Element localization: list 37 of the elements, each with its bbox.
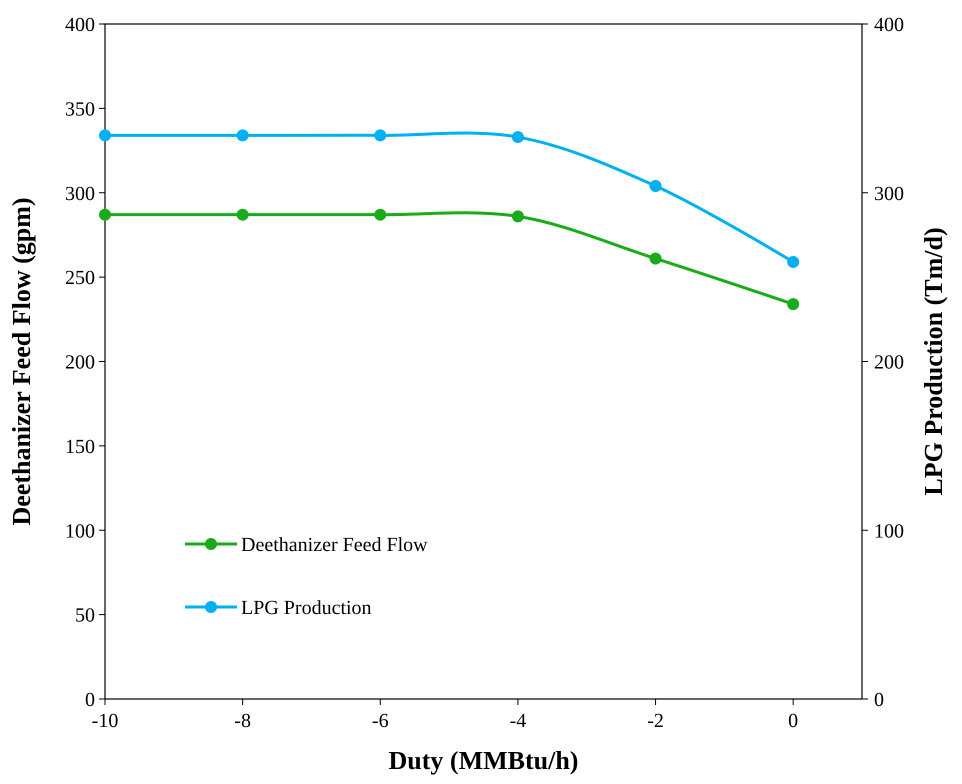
point bbox=[374, 129, 386, 142]
y-tick-label: 0 bbox=[85, 689, 95, 711]
y-tick-label: 150 bbox=[65, 436, 95, 458]
y2-tick-label: 400 bbox=[874, 14, 904, 36]
point bbox=[787, 298, 800, 310]
point bbox=[787, 256, 800, 268]
y-tick-label: 250 bbox=[65, 267, 95, 290]
legend-label: Deethanizer Feed Flow bbox=[241, 534, 428, 556]
y-tick-label: 350 bbox=[65, 98, 95, 120]
legend-label: LPG Production bbox=[241, 597, 372, 619]
x-tick-label: -2 bbox=[647, 710, 664, 732]
y-tick-label: 50 bbox=[75, 604, 95, 627]
y-tick-label: 400 bbox=[65, 14, 95, 36]
point bbox=[236, 208, 249, 221]
y2-tick-label: 0 bbox=[874, 689, 884, 711]
y-axis-title: Deethanizer Feed Flow (gpm) bbox=[7, 197, 36, 526]
y2-tick-label: 200 bbox=[874, 352, 904, 374]
x-tick-label: -8 bbox=[234, 710, 251, 732]
y2-tick-label: 100 bbox=[874, 520, 904, 542]
point bbox=[512, 131, 524, 144]
x-tick-label: -10 bbox=[92, 710, 118, 732]
y-tick-label: 300 bbox=[65, 182, 95, 205]
point bbox=[650, 180, 662, 192]
y2-tick-label: 300 bbox=[874, 182, 904, 205]
point bbox=[512, 210, 524, 222]
x-tick-label: -4 bbox=[510, 710, 526, 732]
y-tick-label: 100 bbox=[65, 520, 95, 542]
point bbox=[650, 252, 662, 265]
y2-axis-title: LPG Production (Tm/d) bbox=[919, 227, 948, 496]
point bbox=[99, 129, 111, 142]
x-tick-label: -6 bbox=[372, 710, 389, 732]
point bbox=[99, 208, 111, 221]
x-tick-label: 0 bbox=[788, 710, 798, 732]
point bbox=[236, 129, 249, 142]
y-tick-label: 200 bbox=[65, 352, 95, 374]
point bbox=[374, 208, 386, 221]
x-axis-title: Duty (MMBtu/h) bbox=[388, 746, 578, 775]
